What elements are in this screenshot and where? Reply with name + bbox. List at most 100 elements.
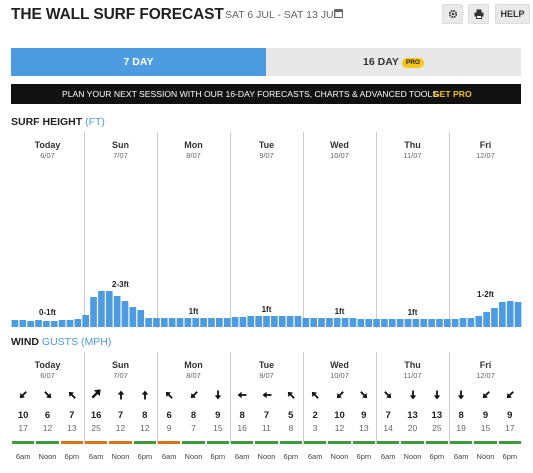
tab-16-day[interactable]: 16 DAY PRO — [266, 48, 521, 76]
surf-bar[interactable] — [333, 318, 341, 327]
surf-bar[interactable] — [428, 319, 435, 327]
surf-bar[interactable] — [341, 318, 349, 327]
surf-day-date: 6/07 — [40, 151, 55, 160]
surf-bar[interactable] — [467, 318, 475, 327]
surf-bar[interactable] — [436, 319, 443, 327]
surf-bar[interactable] — [35, 320, 42, 327]
wind-day-divider — [230, 352, 231, 444]
surf-bar[interactable] — [373, 319, 380, 327]
surf-bar[interactable] — [74, 319, 82, 327]
surf-bar[interactable] — [27, 321, 34, 327]
surf-bar[interactable] — [475, 316, 483, 327]
wind-arrow-icon — [117, 390, 124, 400]
wind-speed: 13 — [431, 410, 443, 421]
surf-bar[interactable] — [263, 316, 270, 327]
surf-bar[interactable] — [98, 291, 105, 327]
surf-bar[interactable] — [420, 319, 428, 327]
surf-bar[interactable] — [145, 318, 152, 327]
surf-bar[interactable] — [153, 318, 160, 327]
surf-bar[interactable] — [19, 320, 27, 327]
wind-direction-cell — [182, 387, 206, 401]
time-label: 6pm — [210, 452, 226, 461]
surf-bar[interactable] — [137, 310, 145, 327]
page-header: THE WALL SURF FORECAST SAT 6 JUL - SAT 1… — [11, 4, 530, 26]
surf-day-name: Today — [34, 140, 61, 150]
time-label: 6pm — [283, 452, 299, 461]
surf-bar[interactable] — [310, 318, 317, 327]
print-button[interactable] — [468, 4, 489, 24]
surf-bar[interactable] — [58, 320, 66, 327]
wind-direction-cell — [230, 387, 254, 401]
surf-bar[interactable] — [318, 318, 325, 327]
wind-gust: 20 — [407, 423, 418, 433]
tab-7-day[interactable]: 7 DAY — [11, 48, 266, 76]
surf-bar[interactable] — [388, 319, 396, 327]
wind-direction-cell — [60, 387, 84, 401]
surf-bar[interactable] — [294, 316, 302, 327]
surf-bar[interactable] — [184, 318, 192, 327]
surf-bar[interactable] — [208, 318, 215, 327]
wind-day-date: 11/07 — [403, 371, 422, 380]
get-pro-link[interactable]: GET PRO — [433, 89, 472, 99]
surf-bar[interactable] — [278, 316, 286, 327]
surf-day-name: Wed — [330, 140, 349, 150]
surf-bar[interactable] — [506, 301, 514, 327]
surf-bar[interactable] — [43, 321, 50, 327]
surf-bar[interactable] — [396, 319, 404, 327]
surf-bar[interactable] — [247, 316, 255, 327]
wind-speed: 8 — [142, 410, 148, 421]
surf-bar[interactable] — [381, 319, 388, 327]
settings-button[interactable] — [442, 4, 463, 24]
surf-bar[interactable] — [349, 318, 357, 327]
surf-bar[interactable] — [302, 318, 310, 327]
surf-bar[interactable] — [412, 319, 420, 327]
surf-bar[interactable] — [168, 318, 176, 327]
surf-bar[interactable] — [491, 308, 498, 327]
gear-icon — [448, 9, 457, 19]
surf-bar[interactable] — [223, 318, 231, 327]
surf-bar[interactable] — [459, 318, 467, 327]
wind-rating-bar — [474, 441, 497, 444]
surf-bar[interactable] — [192, 318, 200, 327]
surf-bar[interactable] — [105, 291, 113, 327]
surf-bar[interactable] — [200, 318, 207, 327]
surf-bar[interactable] — [357, 319, 365, 327]
wind-day-header: Tue 9/07 — [230, 360, 303, 380]
wind-direction-cell — [449, 387, 473, 401]
wind-rating-bar — [328, 441, 351, 444]
wind-arrow-icon — [237, 391, 247, 399]
help-button[interactable]: HELP — [495, 4, 530, 24]
surf-bar[interactable] — [90, 297, 97, 327]
surf-bar[interactable] — [82, 315, 90, 327]
surf-bar[interactable] — [231, 317, 239, 327]
surf-bar[interactable] — [483, 312, 490, 327]
wind-day-name: Mon — [184, 360, 203, 370]
surf-bar[interactable] — [443, 319, 451, 327]
surf-bar[interactable] — [129, 307, 137, 327]
wind-direction-cell — [328, 387, 352, 401]
surf-bar[interactable] — [451, 319, 459, 327]
surf-bar[interactable] — [514, 302, 522, 327]
surf-bar[interactable] — [121, 301, 129, 327]
surf-bar[interactable] — [239, 317, 247, 327]
surf-bar[interactable] — [50, 321, 58, 327]
surf-bar[interactable] — [365, 319, 373, 327]
surf-bar[interactable] — [160, 318, 168, 327]
wind-gust: 19 — [456, 423, 466, 433]
surf-bar[interactable] — [326, 318, 333, 327]
surf-bar[interactable] — [404, 319, 412, 327]
wind-rating-bar — [304, 441, 327, 444]
surf-bar[interactable] — [271, 316, 278, 327]
calendar-icon[interactable] — [334, 9, 343, 18]
surf-bar[interactable] — [255, 316, 262, 327]
surf-bar[interactable] — [66, 320, 74, 327]
surf-bar[interactable] — [176, 318, 184, 327]
wind-rating-bar — [109, 441, 132, 444]
surf-bar[interactable] — [499, 302, 506, 327]
wind-gust: 7 — [191, 423, 196, 433]
surf-bar[interactable] — [113, 296, 121, 327]
surf-bar[interactable] — [216, 318, 223, 327]
surf-day-divider — [84, 132, 85, 328]
surf-bar[interactable] — [286, 316, 294, 327]
surf-bar[interactable] — [11, 320, 19, 327]
